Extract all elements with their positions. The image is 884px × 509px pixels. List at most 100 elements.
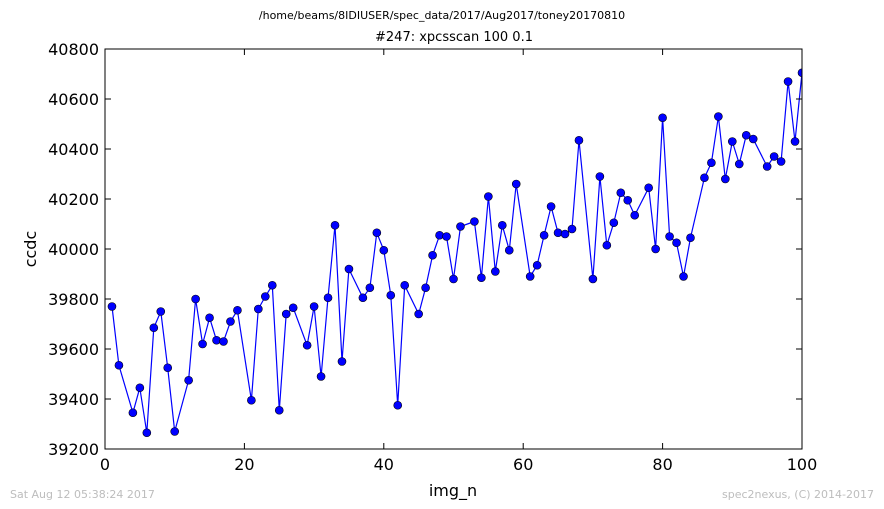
data-point bbox=[679, 272, 688, 281]
data-point bbox=[644, 183, 653, 193]
y-tick-label: 39400 bbox=[48, 390, 99, 409]
y-tick-label: 40800 bbox=[48, 40, 99, 59]
x-tick-label: 20 bbox=[234, 455, 254, 474]
y-tick-label: 39800 bbox=[48, 290, 99, 309]
data-point bbox=[449, 274, 458, 284]
data-point bbox=[191, 294, 200, 304]
data-point bbox=[107, 302, 117, 311]
data-point bbox=[721, 174, 730, 184]
data-point bbox=[532, 260, 542, 270]
y-tick-label: 40000 bbox=[48, 240, 99, 259]
data-point bbox=[588, 274, 598, 284]
data-point bbox=[205, 313, 214, 323]
data-point bbox=[790, 137, 800, 146]
footer-credit: spec2nexus, (C) 2014-2017 bbox=[722, 488, 874, 501]
data-point bbox=[128, 408, 138, 418]
data-point bbox=[309, 302, 319, 311]
data-point bbox=[414, 309, 423, 319]
data-point bbox=[442, 232, 451, 241]
data-point bbox=[163, 363, 173, 373]
data-point bbox=[233, 305, 242, 315]
axis-layer: 0 20 40 60 80 100 39200 39400 39600 39800 40000 402… bbox=[48, 40, 817, 474]
data-point bbox=[323, 293, 333, 303]
file-path-title: /home/beams/8IDIUSER/spec_data/2017/Aug2… bbox=[258, 9, 626, 22]
data-point bbox=[707, 158, 716, 168]
data-point bbox=[762, 162, 772, 171]
x-tick-label: 100 bbox=[787, 455, 818, 474]
data-point bbox=[247, 395, 256, 405]
x-tick-label: 60 bbox=[513, 455, 533, 474]
data-point bbox=[560, 229, 570, 239]
data-point bbox=[484, 192, 493, 201]
data-point bbox=[783, 77, 793, 86]
data-point bbox=[170, 427, 179, 436]
data-point bbox=[254, 304, 263, 314]
data-point bbox=[372, 228, 382, 238]
data-point bbox=[567, 224, 577, 234]
data-point bbox=[658, 113, 667, 123]
data-point bbox=[428, 250, 437, 260]
data-point bbox=[470, 217, 479, 226]
data-point bbox=[281, 309, 291, 319]
data-point bbox=[316, 372, 326, 381]
data-point bbox=[574, 135, 584, 145]
data-point bbox=[393, 400, 403, 410]
data-point bbox=[686, 233, 695, 243]
data-point bbox=[609, 218, 619, 228]
data-point bbox=[212, 335, 221, 345]
data-point bbox=[595, 172, 605, 181]
x-axis-label: img_n bbox=[429, 481, 477, 501]
series-group bbox=[107, 68, 802, 438]
data-point bbox=[602, 240, 612, 250]
x-tick-label: 0 bbox=[100, 455, 110, 474]
y-tick-label: 40400 bbox=[48, 140, 99, 159]
data-point bbox=[491, 267, 500, 276]
data-point bbox=[741, 130, 751, 140]
data-point bbox=[700, 173, 709, 183]
data-point bbox=[149, 323, 159, 333]
data-point bbox=[114, 360, 124, 370]
y-tick-label: 39600 bbox=[48, 340, 99, 359]
data-point bbox=[769, 152, 779, 161]
data-point bbox=[226, 317, 235, 326]
data-point bbox=[665, 232, 674, 241]
plot-frame bbox=[104, 48, 803, 450]
data-point bbox=[142, 428, 152, 438]
data-point bbox=[748, 134, 758, 144]
data-point bbox=[365, 283, 375, 293]
x-tick-label: 40 bbox=[374, 455, 394, 474]
series-line bbox=[111, 72, 802, 433]
data-point bbox=[456, 222, 465, 231]
y-tick-label: 40600 bbox=[48, 90, 99, 109]
data-point bbox=[651, 244, 660, 254]
data-point bbox=[776, 157, 786, 166]
data-point bbox=[261, 292, 270, 301]
data-point bbox=[727, 137, 737, 146]
data-point bbox=[546, 202, 556, 211]
data-point bbox=[623, 195, 633, 205]
data-point bbox=[797, 68, 802, 78]
data-layer bbox=[107, 68, 802, 438]
footer-timestamp: Sat Aug 12 05:38:24 2017 bbox=[10, 488, 155, 501]
data-point bbox=[714, 112, 723, 121]
y-axis-label: ccdc bbox=[21, 231, 40, 268]
data-point bbox=[135, 383, 145, 393]
data-point bbox=[267, 280, 277, 290]
data-point bbox=[672, 238, 681, 248]
y-tick-label: 39200 bbox=[48, 440, 99, 459]
data-point bbox=[734, 159, 744, 169]
data-point bbox=[539, 230, 549, 240]
data-point bbox=[477, 273, 486, 283]
y-tick-label: 40200 bbox=[48, 190, 99, 209]
data-point bbox=[553, 228, 563, 238]
data-point bbox=[288, 303, 298, 313]
x-tick-label: 80 bbox=[652, 455, 672, 474]
data-point bbox=[497, 220, 507, 230]
data-point bbox=[421, 283, 430, 293]
data-point bbox=[156, 307, 166, 316]
data-point bbox=[435, 230, 444, 240]
scan-title: #247: xpcsscan 100 0.1 bbox=[375, 30, 533, 45]
data-point bbox=[504, 245, 514, 255]
data-point bbox=[337, 357, 347, 366]
